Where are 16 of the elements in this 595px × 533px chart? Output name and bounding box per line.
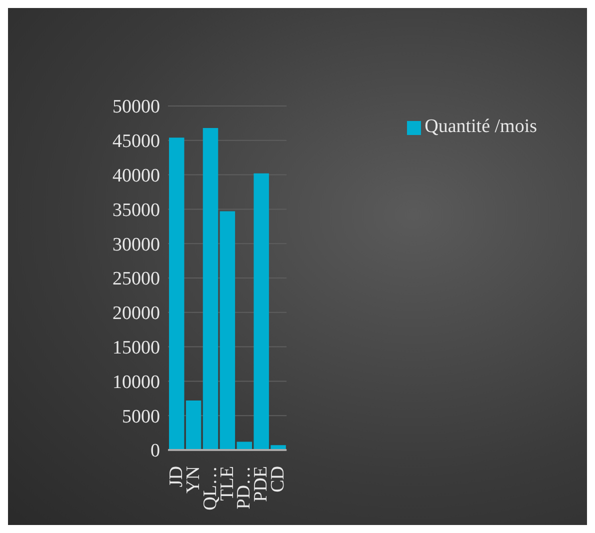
y-tick-label: 50000: [112, 96, 160, 118]
bar: [169, 138, 184, 450]
bar: [186, 400, 202, 450]
y-tick-label: 25000: [112, 268, 160, 290]
y-tick-label: 0: [150, 440, 160, 462]
y-tick-label: 10000: [112, 372, 160, 393]
y-tick-label: 45000: [112, 131, 160, 152]
y-tick-label: 30000: [112, 234, 160, 256]
y-tick-label: 40000: [112, 166, 160, 187]
y-tick-label: 35000: [112, 200, 160, 221]
y-tick-label: 20000: [112, 303, 160, 324]
bar: [202, 128, 218, 450]
legend-label: Quantité /mois: [424, 116, 537, 137]
y-tick-label: 5000: [122, 406, 160, 428]
bar: [220, 211, 236, 450]
y-tick-label: 15000: [112, 338, 160, 359]
